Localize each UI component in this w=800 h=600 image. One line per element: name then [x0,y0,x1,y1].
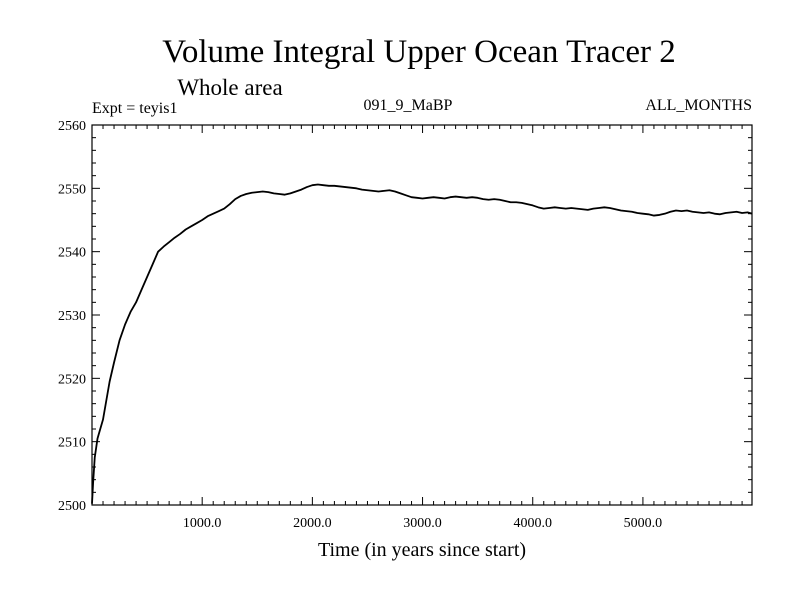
months-label: ALL_MONTHS [645,97,752,114]
y-tick-label: 2520 [58,372,86,387]
series-line [91,183,753,504]
series-layer [91,183,753,504]
y-tick-label: 2510 [58,436,86,451]
x-axis-label: Time (in years since start) [318,539,526,561]
y-tick-label: 2550 [58,182,86,197]
y-tick-label: 2540 [58,246,86,261]
experiment-label: Expt = teyis1 [92,100,177,117]
x-axis-tick-labels: 1000.0 2000.0 3000.0 4000.0 5000.0 [183,516,662,531]
chart-title: Volume Integral Upper Ocean Tracer 2 [162,34,675,70]
period-label: 091_9_MaBP [364,97,453,114]
x-tick-label: 5000.0 [624,516,663,531]
chart-subtitle: Whole area [177,75,282,100]
y-tick-label: 2560 [58,119,86,134]
y-tick-label: 2500 [58,499,86,514]
x-tick-label: 4000.0 [513,516,552,531]
x-tick-label: 3000.0 [403,516,442,531]
y-tick-label: 2530 [58,309,86,324]
plot-frame [91,124,753,506]
x-axis-ticks [102,125,743,505]
y-axis-tick-labels: 2500 2510 2520 2530 2540 2550 2560 [58,119,86,514]
x-tick-label: 2000.0 [293,516,332,531]
x-tick-label: 1000.0 [183,516,222,531]
y-axis-ticks [92,124,752,506]
